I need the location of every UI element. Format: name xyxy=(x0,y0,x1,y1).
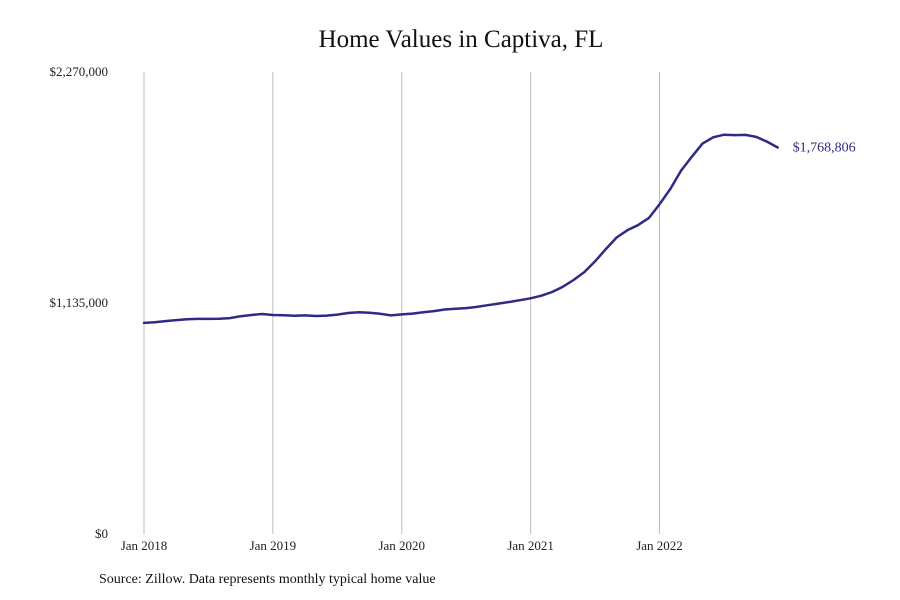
data-point xyxy=(690,156,693,158)
data-point xyxy=(723,133,725,136)
data-point xyxy=(529,297,532,300)
data-point xyxy=(293,315,296,317)
data-point xyxy=(347,312,349,314)
data-point xyxy=(315,315,317,317)
x-tick-label: Jan 2019 xyxy=(250,538,297,553)
data-point xyxy=(218,317,220,320)
data-point xyxy=(637,224,639,226)
data-point xyxy=(411,312,414,315)
gridlines xyxy=(143,72,661,534)
data-point xyxy=(250,314,253,316)
data-point xyxy=(562,285,564,288)
data-point xyxy=(325,314,328,317)
data-point xyxy=(551,291,553,293)
x-tick-label: Jan 2020 xyxy=(378,538,425,553)
data-point xyxy=(272,314,274,316)
data-point xyxy=(744,134,747,136)
data-point xyxy=(443,308,446,311)
x-axis: Jan 2018 Jan 2019 Jan 2020 Jan 2021 Jan 2022 xyxy=(121,538,683,553)
data-point xyxy=(508,301,511,303)
data-point xyxy=(669,188,672,190)
data-point xyxy=(605,248,607,250)
data-point xyxy=(390,314,392,317)
data-point xyxy=(164,320,167,322)
data-point xyxy=(207,318,210,320)
y-tick-label: $2,270,000 xyxy=(50,64,109,79)
data-point xyxy=(519,299,521,302)
data-point xyxy=(583,271,586,273)
data-point xyxy=(239,315,242,318)
data-point xyxy=(401,313,403,316)
data-point xyxy=(282,314,285,317)
data-point xyxy=(776,146,779,149)
data-point xyxy=(358,311,360,314)
data-point xyxy=(486,304,489,307)
data-point xyxy=(615,236,618,239)
data-point xyxy=(712,136,714,139)
data-point xyxy=(143,322,145,324)
data-point xyxy=(379,313,382,315)
data-point xyxy=(701,142,704,145)
data-point xyxy=(540,294,543,297)
data-point xyxy=(755,136,757,138)
data-point xyxy=(497,302,500,305)
source-note: Source: Zillow. Data represents monthly … xyxy=(99,572,436,587)
data-point xyxy=(733,134,736,136)
data-point xyxy=(153,321,156,324)
data-point xyxy=(304,314,306,317)
data-point xyxy=(196,318,199,320)
data-point xyxy=(572,279,575,281)
end-value-label: $1,768,806 xyxy=(793,141,856,156)
data-point xyxy=(766,140,768,143)
data-point xyxy=(648,217,650,219)
data-point xyxy=(422,311,425,314)
data-point xyxy=(433,310,435,312)
chart-title: Home Values in Captiva, FL xyxy=(318,26,604,53)
data-point xyxy=(261,313,263,315)
series-points xyxy=(143,133,779,324)
x-tick-label: Jan 2018 xyxy=(121,538,168,553)
x-tick-label: Jan 2021 xyxy=(507,538,554,553)
data-point xyxy=(594,260,596,263)
data-point xyxy=(680,169,682,172)
data-point xyxy=(658,203,661,206)
data-point xyxy=(229,317,231,319)
y-tick-label: $1,135,000 xyxy=(50,295,109,310)
data-point xyxy=(476,306,478,308)
y-axis: $0 $1,135,000 $2,270,000 xyxy=(50,64,109,541)
x-tick-label: Jan 2022 xyxy=(636,538,683,553)
series-line xyxy=(142,133,779,325)
data-point xyxy=(465,307,468,309)
series-lines xyxy=(142,133,779,325)
data-point xyxy=(186,318,188,321)
data-point xyxy=(368,312,371,314)
data-point xyxy=(454,307,457,310)
data-point xyxy=(336,313,339,316)
y-tick-label: $0 xyxy=(95,526,108,541)
data-point xyxy=(175,319,177,321)
data-point xyxy=(626,229,629,232)
